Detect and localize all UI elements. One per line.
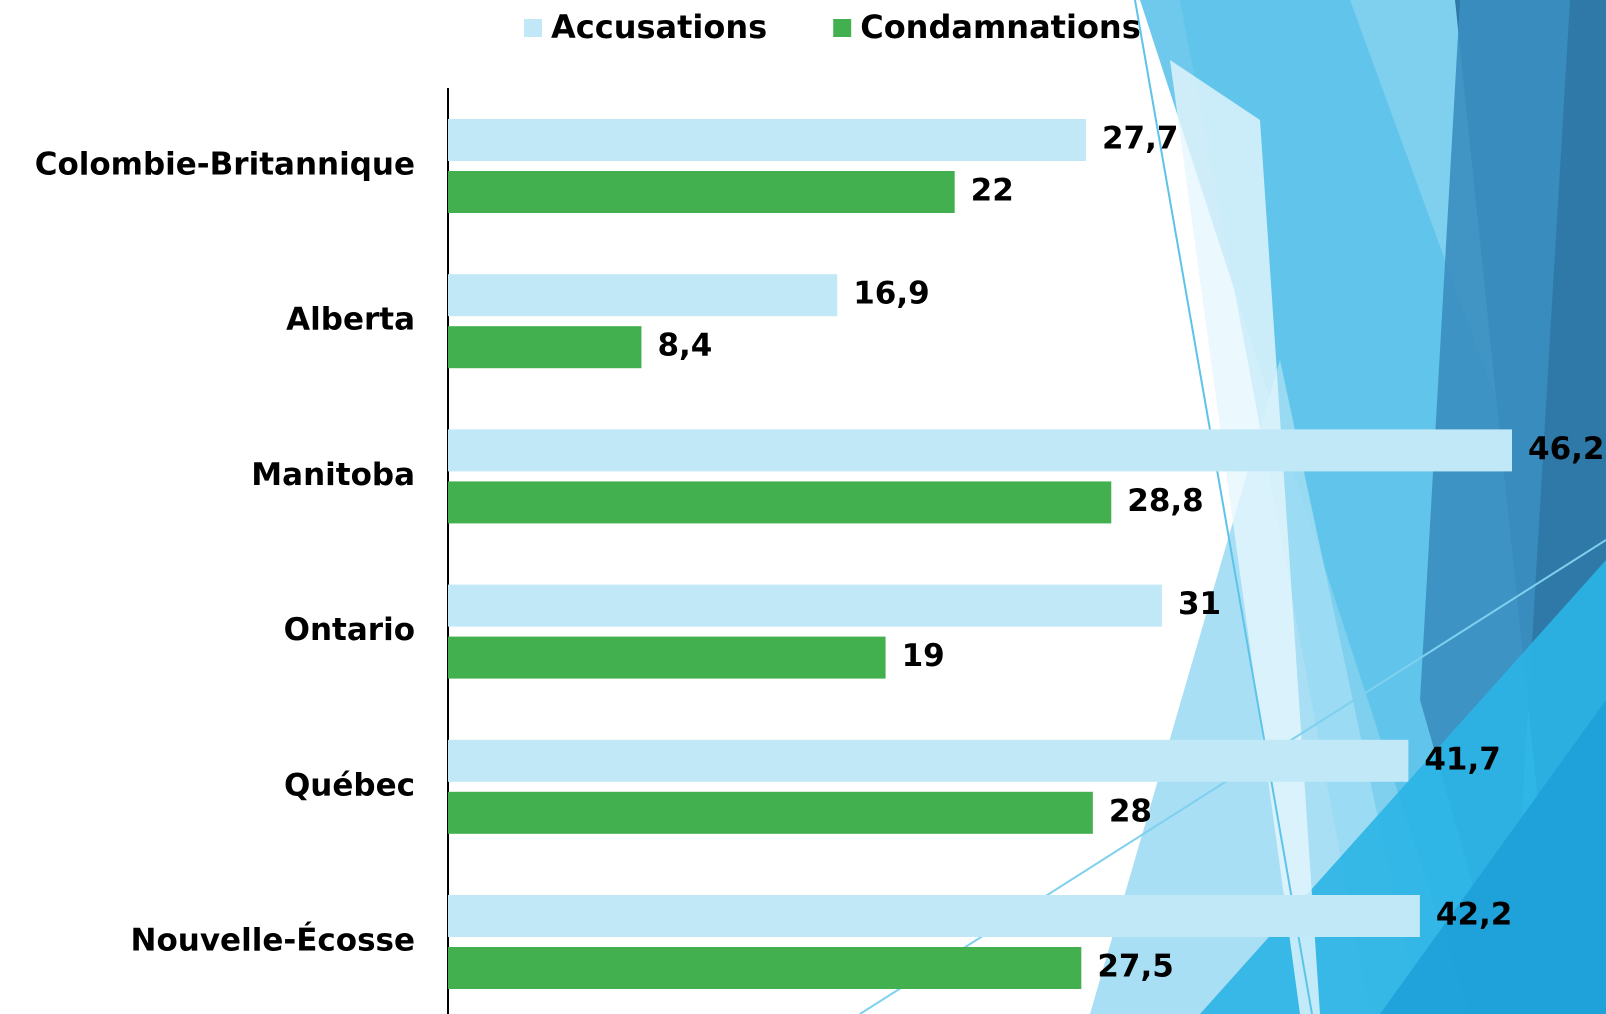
- bar: [448, 119, 1086, 161]
- bar: [448, 792, 1093, 834]
- category-label: Colombie-Britannique: [35, 147, 415, 183]
- data-label: 19: [902, 638, 945, 674]
- bar: [448, 171, 955, 213]
- data-label: 16,9: [853, 276, 930, 312]
- legend-label: Condamnations: [860, 8, 1141, 46]
- data-label: 42,2: [1436, 897, 1513, 933]
- legend-swatch: [833, 19, 851, 37]
- data-label: 8,4: [657, 328, 712, 364]
- data-label: 41,7: [1424, 741, 1501, 777]
- category-label: Ontario: [284, 612, 415, 648]
- data-label: 22: [971, 173, 1014, 209]
- data-label: 28,8: [1127, 483, 1204, 519]
- category-label: Nouvelle-Écosse: [131, 923, 415, 959]
- bar: [448, 326, 641, 368]
- data-label: 31: [1178, 586, 1221, 622]
- page: Accusations Condamnations Colombie-Britann…: [0, 0, 1606, 1014]
- bar: [448, 481, 1111, 523]
- chart: Accusations Condamnations Colombie-Britann…: [0, 0, 1606, 1014]
- bar: [448, 740, 1408, 782]
- bar: [448, 637, 886, 679]
- bar: [448, 429, 1512, 471]
- bar: [448, 895, 1420, 937]
- bar: [448, 585, 1162, 627]
- category-label: Manitoba: [251, 457, 415, 493]
- data-label: 27,7: [1102, 121, 1179, 157]
- legend-swatch: [524, 19, 542, 37]
- bar: [448, 274, 837, 316]
- data-label: 28: [1109, 793, 1152, 829]
- bar: [448, 947, 1081, 989]
- legend-label: Accusations: [551, 8, 767, 46]
- data-label: 46,2: [1528, 431, 1605, 467]
- category-label: Alberta: [286, 302, 415, 338]
- category-label: Québec: [284, 767, 415, 803]
- data-label: 27,5: [1097, 949, 1174, 985]
